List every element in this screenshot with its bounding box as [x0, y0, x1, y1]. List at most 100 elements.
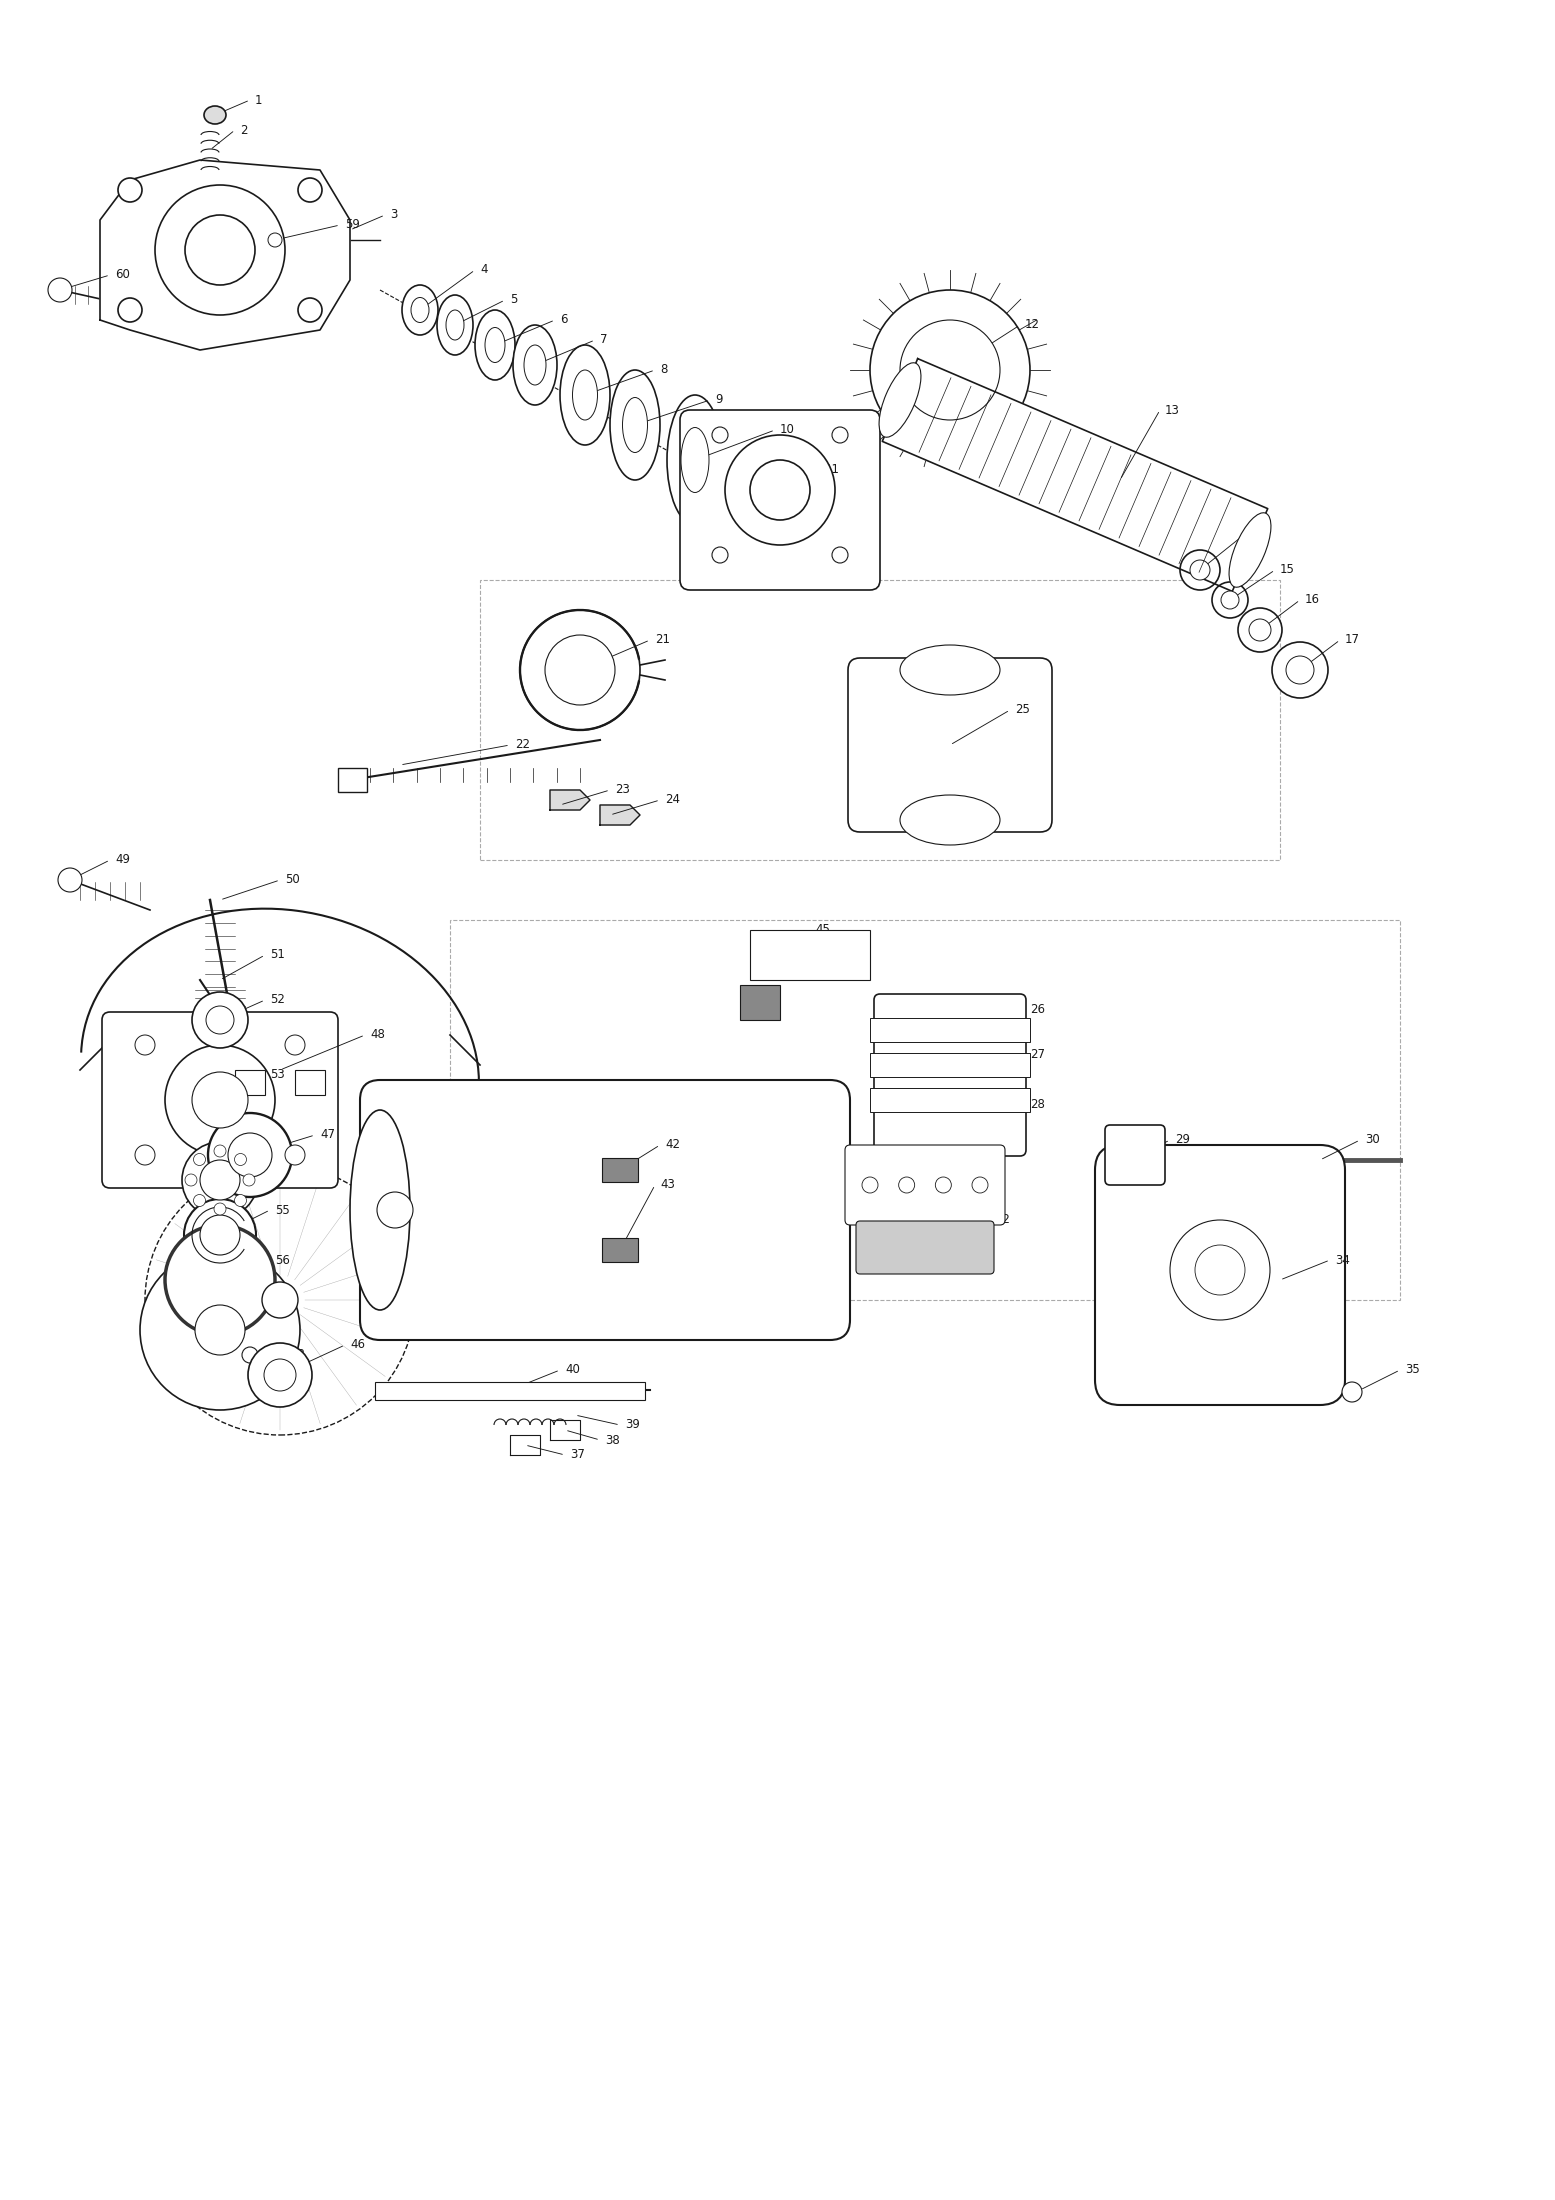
- Circle shape: [936, 1177, 952, 1192]
- Text: 57: 57: [275, 1298, 289, 1311]
- Text: 12: 12: [1025, 319, 1040, 332]
- Circle shape: [1286, 656, 1314, 684]
- Ellipse shape: [572, 370, 597, 420]
- Circle shape: [215, 1203, 225, 1214]
- Text: 27: 27: [1029, 1049, 1045, 1060]
- Text: 1: 1: [255, 92, 263, 106]
- Circle shape: [299, 178, 322, 202]
- Bar: [375, 1382, 645, 1399]
- Circle shape: [861, 1177, 879, 1192]
- Text: 15: 15: [1280, 563, 1295, 576]
- Text: 28: 28: [1029, 1098, 1045, 1111]
- Circle shape: [243, 1175, 255, 1186]
- Text: 53: 53: [271, 1069, 285, 1082]
- Circle shape: [140, 1250, 300, 1410]
- Ellipse shape: [524, 345, 546, 385]
- Text: 30: 30: [1365, 1133, 1379, 1146]
- Circle shape: [118, 178, 142, 202]
- Bar: [449, 920, 1400, 1300]
- Circle shape: [201, 1214, 239, 1254]
- Circle shape: [185, 216, 255, 286]
- Ellipse shape: [474, 310, 515, 381]
- Text: 52: 52: [271, 994, 285, 1005]
- Text: 35: 35: [1406, 1364, 1420, 1377]
- Circle shape: [205, 1005, 233, 1034]
- Text: 16: 16: [1305, 594, 1320, 607]
- Text: 34: 34: [1336, 1254, 1350, 1267]
- Text: 13: 13: [1165, 403, 1180, 416]
- Text: 50: 50: [285, 873, 300, 887]
- FancyBboxPatch shape: [680, 409, 880, 590]
- Circle shape: [832, 427, 847, 442]
- Circle shape: [58, 869, 82, 891]
- Circle shape: [185, 1175, 197, 1186]
- Ellipse shape: [560, 345, 610, 444]
- FancyBboxPatch shape: [103, 1012, 337, 1188]
- Circle shape: [247, 1342, 313, 1408]
- Bar: [602, 1239, 638, 1263]
- Circle shape: [193, 1195, 205, 1206]
- Ellipse shape: [411, 297, 429, 323]
- Circle shape: [156, 185, 285, 315]
- Circle shape: [1342, 1382, 1362, 1401]
- Ellipse shape: [900, 794, 1000, 845]
- Polygon shape: [550, 790, 589, 810]
- Ellipse shape: [1228, 513, 1270, 587]
- Circle shape: [1238, 607, 1281, 651]
- Circle shape: [285, 1144, 305, 1166]
- FancyBboxPatch shape: [844, 1144, 1005, 1225]
- Circle shape: [1272, 642, 1328, 697]
- Text: 56: 56: [275, 1254, 289, 1267]
- Bar: [602, 1157, 638, 1181]
- Ellipse shape: [667, 396, 723, 526]
- Circle shape: [376, 1192, 414, 1228]
- Ellipse shape: [446, 310, 463, 341]
- Circle shape: [182, 1142, 258, 1219]
- Circle shape: [712, 548, 728, 563]
- Circle shape: [135, 1144, 156, 1166]
- FancyBboxPatch shape: [361, 1080, 851, 1340]
- Bar: [480, 581, 1280, 860]
- Circle shape: [193, 1153, 205, 1166]
- FancyBboxPatch shape: [874, 994, 1026, 1155]
- FancyBboxPatch shape: [1106, 1124, 1165, 1186]
- Circle shape: [725, 436, 835, 546]
- Text: 47: 47: [320, 1129, 334, 1142]
- Text: 32: 32: [995, 1214, 1009, 1225]
- Ellipse shape: [485, 328, 505, 363]
- Circle shape: [1169, 1221, 1270, 1320]
- Text: 40: 40: [564, 1364, 580, 1377]
- Circle shape: [544, 636, 614, 704]
- Text: 42: 42: [666, 1137, 680, 1151]
- Text: 11: 11: [826, 464, 840, 477]
- Circle shape: [1211, 583, 1249, 618]
- Bar: [295, 1069, 325, 1096]
- FancyBboxPatch shape: [847, 658, 1053, 832]
- Ellipse shape: [681, 427, 709, 493]
- Circle shape: [1190, 561, 1210, 581]
- Ellipse shape: [610, 370, 659, 480]
- Circle shape: [165, 1225, 275, 1335]
- Circle shape: [194, 1305, 246, 1355]
- Circle shape: [264, 1360, 295, 1390]
- Text: 51: 51: [271, 948, 285, 961]
- Text: 31: 31: [975, 1159, 991, 1170]
- Text: 58: 58: [289, 1349, 305, 1362]
- Polygon shape: [882, 359, 1267, 592]
- Circle shape: [285, 1034, 305, 1056]
- Text: 38: 38: [605, 1434, 620, 1448]
- Text: 29: 29: [1176, 1133, 1190, 1146]
- Text: 54: 54: [275, 1148, 289, 1162]
- Ellipse shape: [900, 645, 1000, 695]
- Circle shape: [750, 460, 810, 519]
- Circle shape: [1194, 1245, 1246, 1296]
- Text: 5: 5: [510, 293, 518, 306]
- Text: 46: 46: [350, 1338, 365, 1351]
- Text: 60: 60: [115, 268, 131, 282]
- Text: 2: 2: [239, 123, 247, 136]
- Circle shape: [1249, 618, 1270, 640]
- Text: 48: 48: [370, 1027, 386, 1041]
- Ellipse shape: [437, 295, 473, 354]
- Circle shape: [208, 1113, 292, 1197]
- Text: 49: 49: [115, 854, 131, 867]
